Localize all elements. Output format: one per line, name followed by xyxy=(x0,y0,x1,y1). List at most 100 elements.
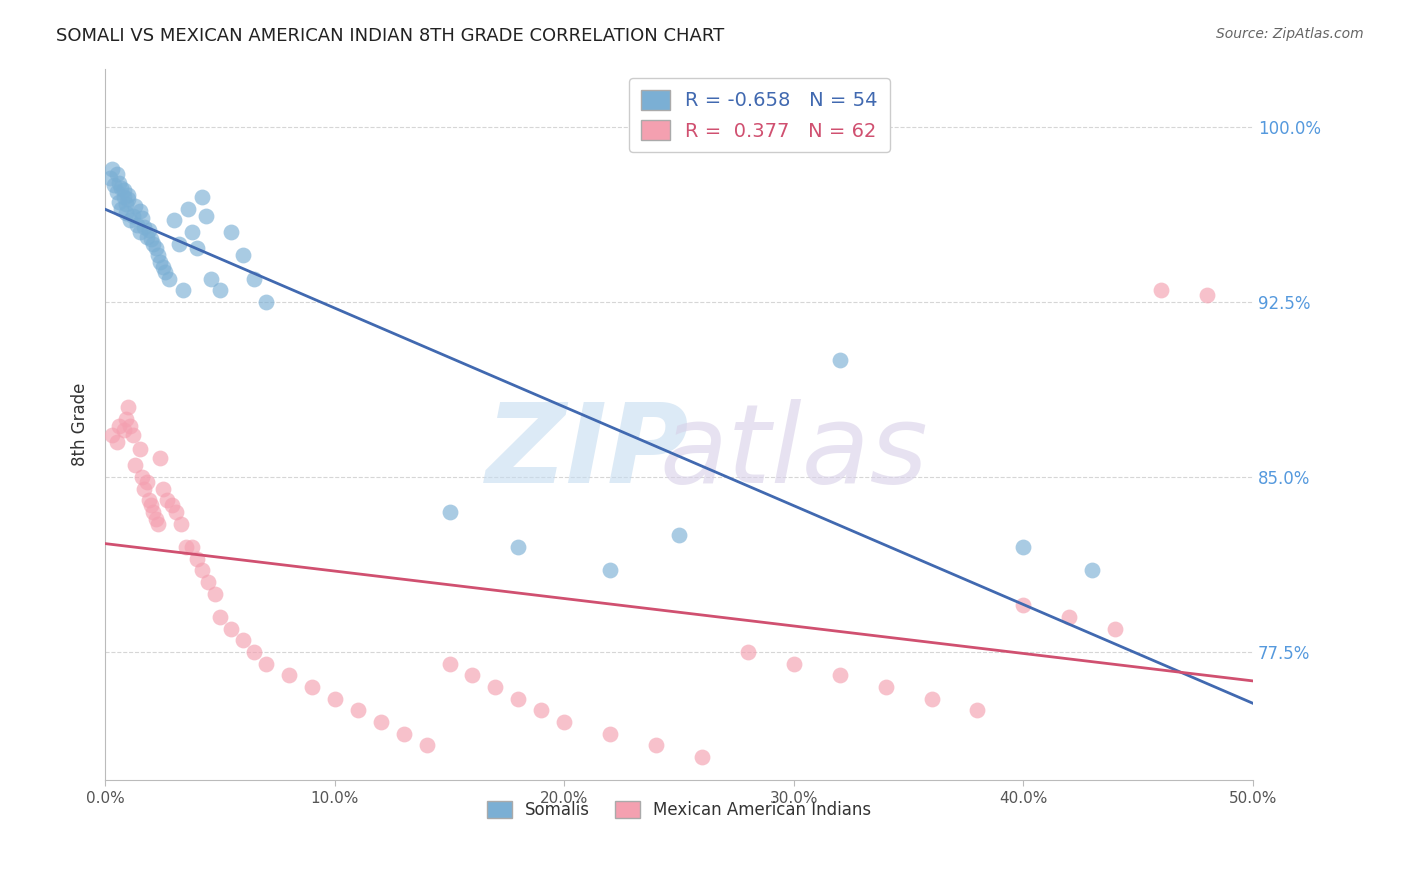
Point xyxy=(783,657,806,671)
Point xyxy=(415,739,437,753)
Point xyxy=(921,691,943,706)
Point xyxy=(461,668,484,682)
Point xyxy=(370,714,392,729)
Point xyxy=(156,493,179,508)
Point xyxy=(232,248,254,262)
Point xyxy=(232,633,254,648)
Point xyxy=(110,180,132,194)
Text: atlas: atlas xyxy=(659,400,928,507)
Point xyxy=(167,236,190,251)
Point xyxy=(190,563,212,577)
Point xyxy=(170,516,193,531)
Point xyxy=(508,540,530,554)
Point xyxy=(146,516,169,531)
Point xyxy=(103,178,125,193)
Point xyxy=(208,283,231,297)
Point xyxy=(153,264,176,278)
Point xyxy=(117,192,139,206)
Point xyxy=(108,176,131,190)
Point xyxy=(277,668,299,682)
Point xyxy=(828,353,851,368)
Point xyxy=(135,229,157,244)
Point xyxy=(108,194,131,209)
Point xyxy=(737,645,759,659)
Point xyxy=(204,586,226,600)
Point xyxy=(131,470,153,484)
Point xyxy=(208,610,231,624)
Point xyxy=(134,220,156,235)
Point xyxy=(124,458,146,473)
Point xyxy=(181,540,204,554)
Point xyxy=(530,703,553,717)
Point xyxy=(145,512,167,526)
Text: ZIP: ZIP xyxy=(485,400,689,507)
Point xyxy=(139,498,162,512)
Point xyxy=(392,726,415,740)
Point xyxy=(645,739,668,753)
Point xyxy=(120,418,142,433)
Point xyxy=(323,691,346,706)
Point xyxy=(254,657,277,671)
Point xyxy=(690,750,713,764)
Point xyxy=(828,668,851,682)
Point xyxy=(221,225,243,239)
Point xyxy=(117,400,139,414)
Point xyxy=(966,703,988,717)
Point xyxy=(115,206,138,220)
Point xyxy=(1012,540,1035,554)
Point xyxy=(135,475,157,489)
Point xyxy=(186,241,208,255)
Point xyxy=(186,551,208,566)
Point xyxy=(177,202,200,216)
Point xyxy=(134,482,156,496)
Point xyxy=(146,248,169,262)
Point xyxy=(142,505,165,519)
Point xyxy=(439,657,461,671)
Point xyxy=(599,563,621,577)
Point xyxy=(508,691,530,706)
Point xyxy=(139,232,162,246)
Point xyxy=(112,183,135,197)
Point xyxy=(1104,622,1126,636)
Point xyxy=(105,434,128,449)
Point xyxy=(142,236,165,251)
Point xyxy=(160,498,183,512)
Point xyxy=(98,171,121,186)
Point xyxy=(101,161,124,176)
Point xyxy=(195,209,218,223)
Point xyxy=(346,703,368,717)
Point xyxy=(190,190,212,204)
Point xyxy=(159,271,181,285)
Point xyxy=(484,680,506,694)
Point xyxy=(1057,610,1080,624)
Text: Source: ZipAtlas.com: Source: ZipAtlas.com xyxy=(1216,27,1364,41)
Point xyxy=(599,726,621,740)
Point xyxy=(439,505,461,519)
Point xyxy=(1150,283,1173,297)
Point xyxy=(145,241,167,255)
Point xyxy=(165,505,187,519)
Point xyxy=(105,185,128,199)
Text: SOMALI VS MEXICAN AMERICAN INDIAN 8TH GRADE CORRELATION CHART: SOMALI VS MEXICAN AMERICAN INDIAN 8TH GR… xyxy=(56,27,724,45)
Point xyxy=(152,482,174,496)
Point xyxy=(254,294,277,309)
Point xyxy=(875,680,897,694)
Point xyxy=(181,225,204,239)
Point xyxy=(128,225,150,239)
Point xyxy=(110,202,132,216)
Point xyxy=(174,540,197,554)
Point xyxy=(138,222,160,236)
Point xyxy=(301,680,323,694)
Point xyxy=(197,574,219,589)
Point xyxy=(112,190,135,204)
Point xyxy=(152,260,174,274)
Point xyxy=(108,418,131,433)
Point xyxy=(127,218,149,232)
Point xyxy=(121,428,143,442)
Point xyxy=(221,622,243,636)
Legend: Somalis, Mexican American Indians: Somalis, Mexican American Indians xyxy=(479,794,879,825)
Point xyxy=(668,528,690,542)
Point xyxy=(1012,599,1035,613)
Point xyxy=(101,428,124,442)
Point xyxy=(117,187,139,202)
